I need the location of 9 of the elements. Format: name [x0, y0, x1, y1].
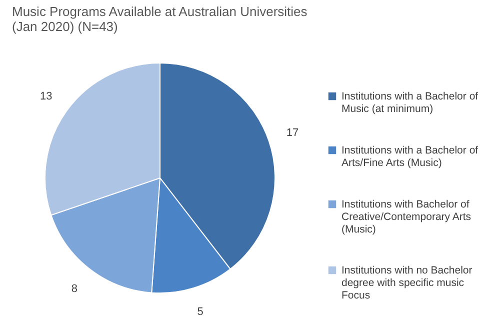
data-label: 13 [40, 90, 52, 103]
legend-label: Institutions with a Bachelor of Arts/Fine Arts (Music) [342, 144, 478, 169]
data-label: 17 [286, 126, 299, 139]
legend-label: Institutions with no Bachelor degree with specific music Focus [342, 264, 473, 302]
legend-label: Institutions with Bachelor of Creative/Contemporary Arts (Music) [342, 198, 472, 236]
data-label: 8 [71, 282, 78, 295]
data-label: 5 [197, 306, 204, 318]
chart-title: Music Programs Available at Australian Universities (Jan 2020) (N=43) [12, 4, 308, 34]
legend-label: Institutions with a Bachelor of Music (at minimum) [342, 90, 478, 115]
